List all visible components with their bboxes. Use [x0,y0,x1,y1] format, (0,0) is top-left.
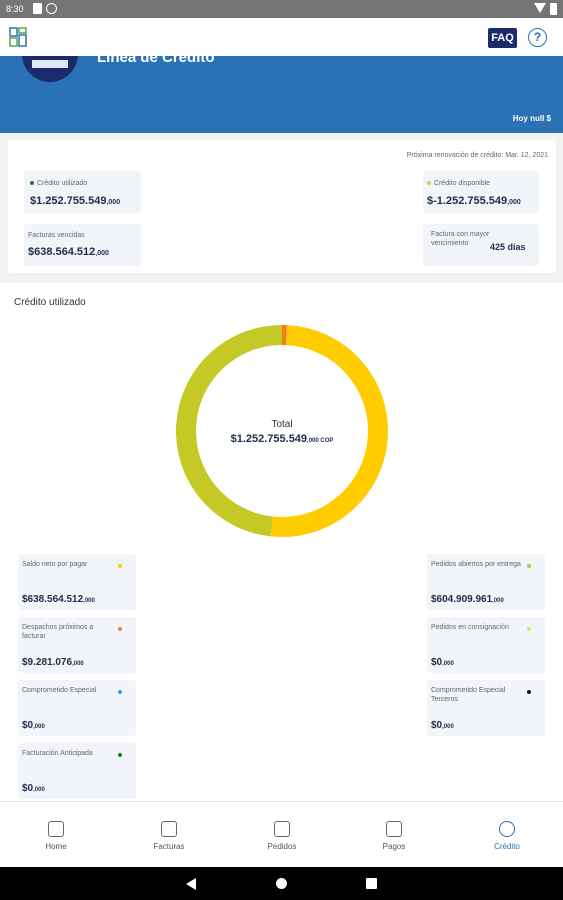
back-icon[interactable] [186,878,196,890]
legend-cents: ,000 [72,661,84,667]
credit-summary-card: Próxima renovación de crédito: Mar. 12, … [8,140,556,273]
invoices-icon [161,821,177,837]
nav-pagos-label: Pagos [382,842,406,851]
legend-dot [118,627,122,631]
chart-total-value: $1.252.755.549 [230,433,308,445]
home-icon [48,821,64,837]
nav-credito-label: Crédito [494,842,520,851]
home-circle-icon[interactable] [276,878,287,889]
app-bar: FAQ ? [0,18,563,56]
nav-facturas-label: Facturas [153,842,185,851]
legend-label: Facturación Anticipada [22,750,93,757]
donut-slice-saldo-neto-por-pagar [270,325,388,537]
legend-value: $0 [22,783,34,794]
help-icon[interactable]: ? [528,28,547,47]
today-label: Hoy null $ [512,114,551,123]
nav-credito[interactable]: Crédito [451,802,563,868]
oldest-invoice-value: 425 días [490,242,526,252]
legend-dot [527,627,531,631]
nav-home-label: Home [45,842,67,851]
status-time: 8:30 [6,4,24,14]
legend-label: Comprometido Especial Terceros [431,687,506,703]
credit-available-cents: ,000 [507,199,521,206]
system-navigation-bar [0,867,563,900]
legend-item: Comprometido Especial Terceros $0,000 [427,680,545,736]
battery-icon [550,3,557,15]
legend-label: Comprometido Especial [22,687,97,694]
overdue-cents: ,000 [95,250,109,257]
nav-facturas[interactable]: Facturas [113,802,225,868]
legend-dot [527,690,531,694]
nav-pagos[interactable]: Pagos [338,802,450,868]
faq-button[interactable]: FAQ [488,28,517,48]
legend-cents: ,000 [33,724,45,730]
legend-value: $0 [431,720,443,731]
nav-pedidos[interactable]: Pedidos [226,802,338,868]
nav-home[interactable]: Home [0,802,112,868]
credit-used-dot [30,181,34,186]
sync-icon [46,3,57,14]
recents-icon[interactable] [366,878,377,889]
legend-item: Pedidos en consignación $0,000 [427,617,545,673]
legend-value: $0 [22,720,34,731]
legend-cents: ,000 [492,598,504,604]
credit-chart-card: Crédito utilizado Total $1.252.755.549,0… [0,283,563,801]
credit-header: Línea de Crédito Hoy null $ [0,56,563,133]
legend-item: Despachos próximos a facturar $9.281.076… [18,617,136,673]
credit-available-dot [427,181,431,186]
legend-value: $604.909.961 [431,594,493,605]
donut-chart [176,325,388,537]
legend-item: Saldo neto por pagar $638.564.512,000 [18,554,136,610]
payments-icon [386,821,402,837]
legend-cents: ,000 [83,598,95,604]
legend-item: Pedidos abiertos por entrega $604.909.96… [427,554,545,610]
chart-total-label: Total [271,419,293,430]
oldest-invoice-box: Factura con mayor vencimiento 425 días [423,224,539,266]
page-title: Línea de Crédito [97,56,215,66]
legend-cents: ,000 [33,787,45,793]
legend-dot [118,690,122,694]
legend-label: Despachos próximos a facturar [22,624,94,640]
oldest-invoice-label: Factura con mayor vencimiento [431,231,490,247]
legend-cents: ,000 [442,724,454,730]
renewal-date: Próxima renovación de crédito: Mar. 12, … [406,152,548,159]
orders-icon [274,821,290,837]
credit-used-value: $1.252.755.549 [30,195,107,207]
credit-used-box: Crédito utilizado $1.252.755.549,000 [24,171,141,213]
legend-dot [118,564,122,568]
legend-label: Pedidos abiertos por entrega [431,561,521,568]
legend-value: $9.281.076 [22,657,73,668]
overdue-label: Facturas vencidas [28,232,85,239]
credit-used-label: Crédito utilizado [37,180,88,187]
legend-label: Pedidos en consignación [431,624,509,631]
bottom-navigation: Home Facturas Pedidos Pagos Crédito [0,801,563,867]
legend-value: $638.564.512 [22,594,84,605]
wifi-icon [534,3,546,13]
legend-item: Facturación Anticipada $0,000 [18,743,136,799]
overdue-value: $638.564.512 [28,246,96,258]
status-bar: 8:30 [0,0,563,18]
legend-dot [118,753,122,757]
credit-used-cents: ,000 [106,199,121,206]
company-logo [22,56,78,82]
legend-cents: ,000 [442,661,454,667]
credit-icon [499,821,515,837]
legend-item: Comprometido Especial $0,000 [18,680,136,736]
legend-dot [527,564,531,568]
credit-available-box: Crédito disponible $-1.252.755.549,000 [423,171,539,213]
nav-pedidos-label: Pedidos [267,842,297,851]
menu-icon[interactable] [9,27,27,47]
donut-slice-pedidos-abiertos-por-entrega [176,325,283,537]
chart-title: Crédito utilizado [14,297,86,308]
credit-available-label: Crédito disponible [434,180,491,187]
legend-label: Saldo neto por pagar [22,561,88,568]
notification-icon [33,3,42,14]
chart-total-suffix: ,000 COP [307,438,334,444]
overdue-invoices-box: Facturas vencidas $638.564.512,000 [24,224,141,266]
legend-value: $0 [431,657,443,668]
credit-available-value: $-1.252.755.549 [427,195,508,207]
